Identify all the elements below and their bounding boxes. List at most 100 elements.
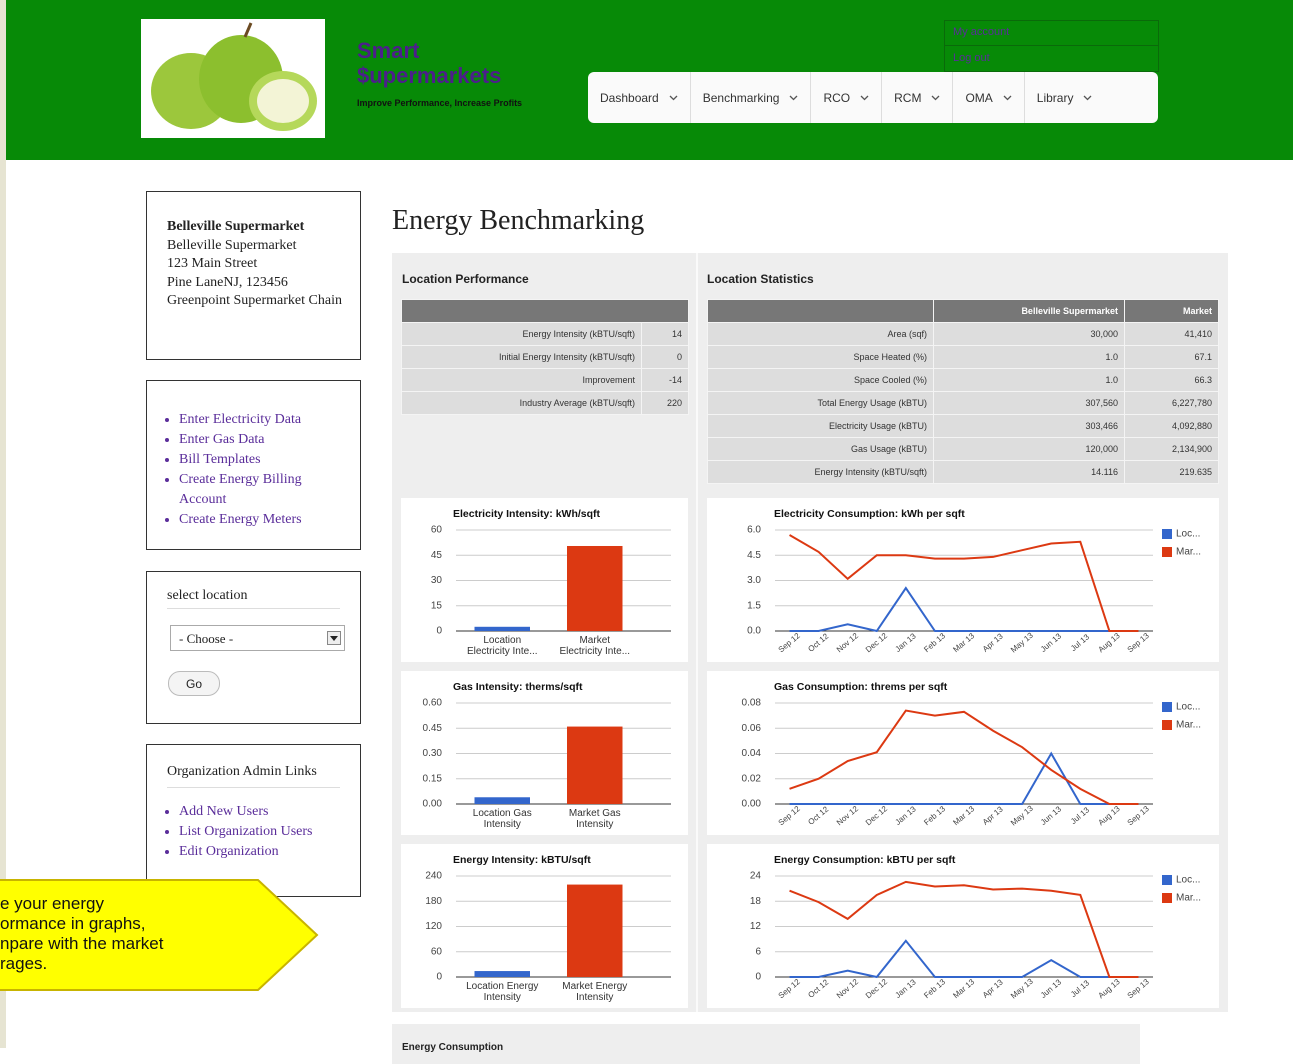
x-tick-label: Mar 13 xyxy=(951,977,976,1000)
divider xyxy=(945,45,1158,46)
site-name[interactable]: $upermarkets xyxy=(357,63,502,88)
x-tick-label: Feb 13 xyxy=(922,631,947,654)
series-line xyxy=(789,709,1139,805)
series-line xyxy=(789,880,1139,978)
select-box: select location - Choose - Go xyxy=(146,571,361,724)
header-cell xyxy=(707,299,934,323)
chart-title: Energy Consumption: kBTU per sqft xyxy=(774,854,956,866)
data-link[interactable]: Enter Electricity Data xyxy=(179,410,340,430)
admin-link[interactable]: Edit Organization xyxy=(179,842,360,862)
y-tick-label: 60 xyxy=(431,946,443,957)
y-tick-label: 30 xyxy=(431,575,443,586)
x-tick-label: Feb 13 xyxy=(922,977,947,1000)
data-link[interactable]: Create Energy Billing Account xyxy=(179,470,340,510)
legend-swatch xyxy=(1162,702,1172,712)
admin-link[interactable]: Add New Users xyxy=(179,802,360,822)
table-cell: Industry Average (kBTU/sqft) xyxy=(401,391,642,415)
x-tick-label: Sep 13 xyxy=(1126,804,1152,828)
legend-swatch xyxy=(1162,875,1172,885)
table-cell: 303,466 xyxy=(933,414,1125,438)
nav-item[interactable]: Benchmarking xyxy=(691,72,812,123)
nav-item[interactable]: OMA xyxy=(953,72,1025,123)
table-row: Industry Average (kBTU/sqft) 220 xyxy=(401,391,689,415)
site-name[interactable]: Smart xyxy=(357,38,420,63)
x-tick-label: Jan 13 xyxy=(893,977,918,1000)
location-line: Belleville Supermarket xyxy=(167,237,297,253)
y-tick-label: 180 xyxy=(425,896,442,907)
table-row: Gas Usage (kBTU) 120,000 2,134,900 xyxy=(707,437,1219,461)
x-tick-label: May 13 xyxy=(1009,630,1035,654)
chevron xyxy=(669,95,678,100)
nav-label: Dashboard xyxy=(600,90,659,105)
chevron-shape xyxy=(860,95,869,100)
y-tick-label: 15 xyxy=(431,600,443,611)
chevron-shape xyxy=(1084,95,1092,100)
x-tick-label: Jul 13 xyxy=(1069,805,1092,826)
data-link[interactable]: Create Energy Meters xyxy=(179,510,340,530)
x-tick-label: Location Gas Intensity xyxy=(472,808,532,830)
chevron-shape xyxy=(789,95,798,100)
table-cell: 220 xyxy=(641,391,689,415)
table-cell: 0 xyxy=(641,345,689,369)
data-link[interactable]: Bill Templates xyxy=(179,450,340,470)
nav-item[interactable]: Dashboard xyxy=(588,72,691,123)
legend-label: Mar... xyxy=(1176,720,1201,731)
x-label-box: Location Gas Intensity xyxy=(472,808,532,830)
nav-item[interactable]: RCO xyxy=(811,72,883,123)
y-tick-label: 0 xyxy=(436,972,442,983)
page-edge xyxy=(0,0,6,1048)
chart: Gas Intensity: therms/sqft 0.00 0.15 0.30 0.… xyxy=(401,671,688,835)
user-link[interactable]: My account xyxy=(953,26,1010,38)
chevron xyxy=(789,95,798,100)
table-cell: Improvement xyxy=(401,368,642,392)
logo[interactable] xyxy=(141,19,325,138)
header-row xyxy=(401,299,689,323)
table-cell: -14 xyxy=(641,368,689,392)
bar xyxy=(474,626,530,631)
chart-title: Energy Intensity: kBTU/sqft xyxy=(453,854,591,866)
table-row: Space Cooled (%) 1.0 66.3 xyxy=(707,368,1219,392)
location-select[interactable]: - Choose - xyxy=(170,625,345,651)
y-tick-label: 0.30 xyxy=(423,748,443,759)
admin-link[interactable]: List Organization Users xyxy=(179,822,360,842)
nav-item[interactable]: RCM xyxy=(882,72,954,123)
bar xyxy=(474,797,530,804)
x-tick-label: Apr 13 xyxy=(981,977,1005,999)
y-tick-label: 24 xyxy=(750,871,762,882)
select-option: - Choose - xyxy=(179,631,234,646)
data-link[interactable]: Enter Gas Data xyxy=(179,430,340,450)
y-tick-label: 0 xyxy=(755,972,761,983)
select-arrow xyxy=(327,631,341,645)
chevron-shape xyxy=(1003,95,1012,100)
nav-label: RCO xyxy=(823,90,851,105)
x-tick-label: Oct 12 xyxy=(806,631,830,653)
x-tick-label: Market Electricity Inte... xyxy=(559,635,631,657)
callout-shape xyxy=(0,879,319,991)
callout-text: ormance in graphs, xyxy=(0,914,146,933)
legend-swatch xyxy=(1162,529,1172,539)
header-cell: Market xyxy=(1124,299,1219,323)
go-button[interactable]: Go xyxy=(168,671,220,696)
user-link[interactable]: Log out xyxy=(953,52,990,64)
chevron xyxy=(931,95,940,100)
x-tick-label: Mar 13 xyxy=(951,631,976,654)
legend-swatch xyxy=(1162,547,1172,557)
chart-title: Electricity Consumption: kWh per sqft xyxy=(774,508,965,520)
legend-label: Loc... xyxy=(1176,875,1200,886)
section-title: Location Performance xyxy=(402,272,529,286)
x-tick-label: Sep 12 xyxy=(777,804,803,828)
chart: Energy Intensity: kBTU/sqft 0 60 120 180 240 L… xyxy=(401,844,688,1008)
chevron xyxy=(1003,95,1012,100)
y-tick-label: 18 xyxy=(750,896,762,907)
y-tick-label: 60 xyxy=(431,525,443,536)
header-cell xyxy=(401,299,689,323)
nav-item[interactable]: Library xyxy=(1025,72,1105,123)
table-cell: 307,560 xyxy=(933,391,1125,415)
y-tick-label: 0 xyxy=(436,626,442,637)
stem xyxy=(243,22,253,38)
location-info: Belleville Supermarket Belleville Superm… xyxy=(147,192,360,311)
admin-title: Organization Admin Links xyxy=(167,763,340,788)
x-label-box: Location Electricity Inte... xyxy=(467,635,538,657)
table-cell: 120,000 xyxy=(933,437,1125,461)
